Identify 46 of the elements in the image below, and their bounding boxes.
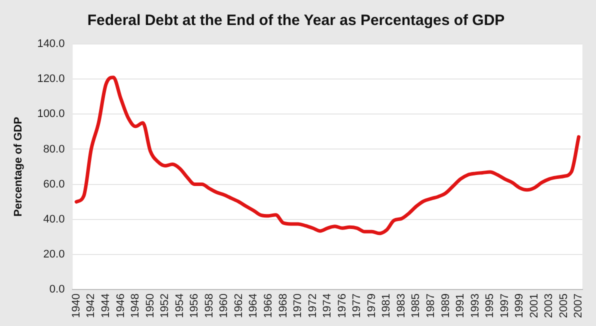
y-tick-label: 100.0 [37,108,65,120]
x-tick-label: 2003 [543,294,556,318]
x-tick-label: 1989 [440,294,452,318]
x-tick-label: 1960 [218,294,230,318]
x-tick-label: 1940 [70,294,82,318]
x-tick-label: 1972 [306,294,319,318]
x-tick-label: 1977 [351,294,364,318]
x-tick-label: 1983 [395,294,408,318]
x-tick-label: 1979 [366,294,378,318]
x-tick-label: 1952 [159,294,172,318]
x-tick-label: 1970 [292,294,304,318]
x-tick-label: 1974 [322,294,334,318]
x-tick-label: 1966 [262,294,275,318]
x-tick-label: 1999 [514,294,526,318]
chart-title: Federal Debt at the End of the Year as Percentages of GDP [87,12,505,30]
x-tick-label: 2001 [528,294,540,318]
x-tick-label: 2007 [572,294,585,318]
x-tick-label: 1985 [410,294,422,318]
x-tick-label: 1976 [336,294,348,318]
x-tick-label: 1958 [203,294,216,318]
y-tick-label: 120.0 [37,73,65,86]
x-tick-label: 1946 [114,294,127,318]
y-tick-label: 0.0 [49,284,65,296]
x-tick-label: 1995 [484,294,496,318]
x-tick-label: 1968 [277,294,290,318]
x-tick-label: 1962 [232,294,245,318]
x-tick-label: 1954 [174,294,186,318]
y-tick-label: 80.0 [43,143,65,156]
x-tick-label: 1942 [85,294,98,318]
line-series [74,76,580,236]
x-tick-label: 2005 [558,294,570,318]
x-tick-label: 1997 [498,294,511,318]
x-tick-label: 1948 [130,294,142,318]
x-tick-label: 1944 [100,294,112,318]
y-tick-label: 20.0 [43,248,65,260]
y-tick-label: 40.0 [43,213,65,226]
y-tick-label: 140.0 [37,38,65,50]
y-tick-label: 60.0 [43,178,65,190]
x-tick-label: 1987 [425,294,438,318]
x-tick-label: 1950 [144,294,156,318]
y-axis-title: Percentage of GDP [12,116,25,217]
x-tick-label: 1981 [380,294,393,318]
x-tick-label: 1964 [248,294,260,318]
x-tick-label: 1993 [469,294,482,318]
x-tick-label: 1956 [188,294,201,318]
x-tick-label: 1991 [454,294,467,318]
